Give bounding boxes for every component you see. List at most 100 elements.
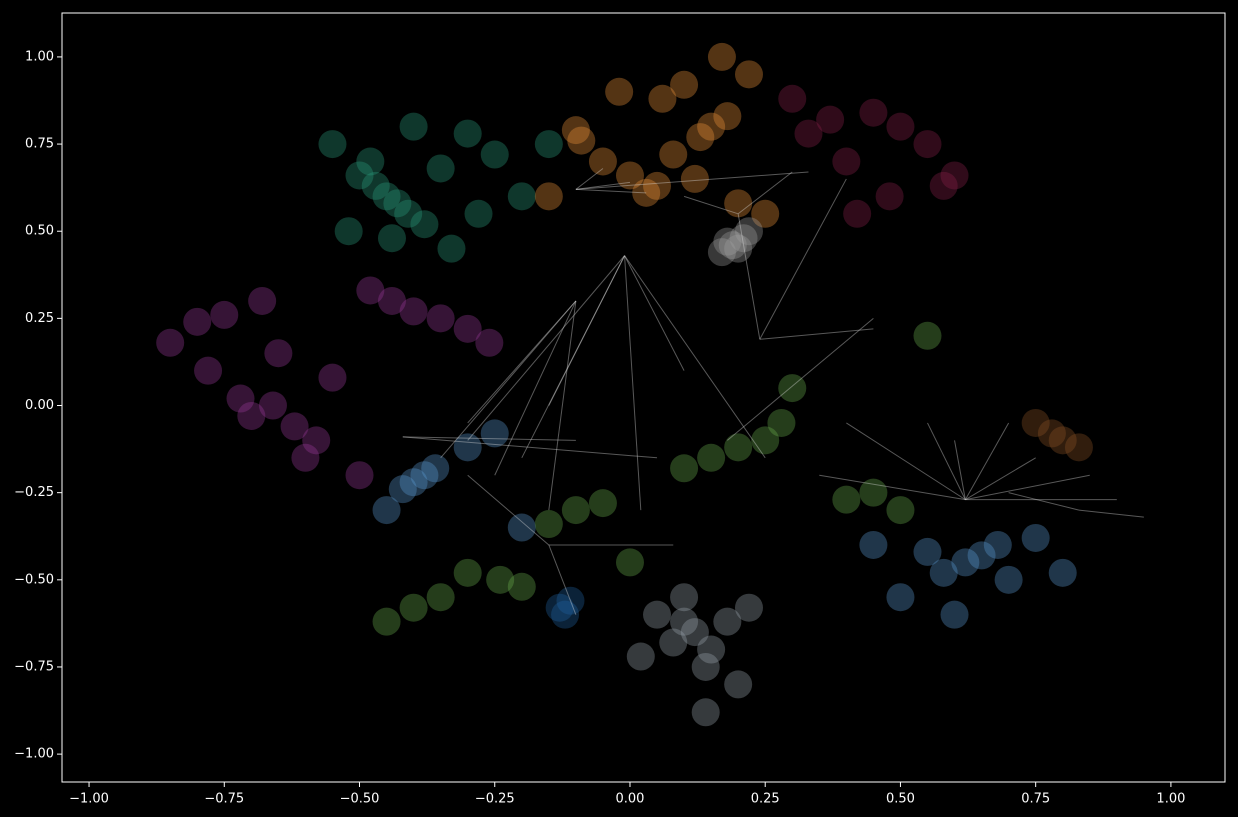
point: [480, 419, 509, 448]
point: [697, 443, 726, 472]
point: [280, 412, 309, 441]
point: [567, 126, 596, 155]
point: [486, 565, 515, 594]
y-tick-label: 0.25: [25, 311, 54, 326]
point: [377, 224, 406, 253]
point: [426, 583, 455, 612]
point: [859, 478, 888, 507]
edge: [759, 328, 874, 340]
point: [615, 161, 644, 190]
point: [561, 496, 590, 525]
edge: [575, 188, 647, 194]
point: [361, 171, 390, 200]
point: [534, 130, 563, 159]
point: [724, 433, 753, 462]
x-tick-label: −0.50: [340, 792, 380, 807]
point: [605, 77, 634, 106]
edge: [624, 255, 642, 511]
point: [994, 565, 1023, 594]
edge: [965, 474, 1090, 501]
y-tick-label: 0.75: [25, 137, 54, 152]
point: [399, 297, 428, 326]
edge: [737, 171, 793, 215]
point: [729, 224, 758, 253]
y-tick-label: −0.75: [14, 659, 54, 674]
point: [334, 217, 363, 246]
point: [383, 189, 412, 218]
point: [210, 300, 239, 329]
point: [588, 489, 617, 518]
point: [410, 461, 439, 490]
edge: [402, 436, 576, 441]
point: [648, 84, 677, 113]
point: [751, 426, 780, 455]
point: [372, 496, 401, 525]
plot-frame: [61, 12, 1226, 783]
point: [453, 314, 482, 343]
x-tick-label: −1.00: [69, 792, 109, 807]
point: [659, 628, 688, 657]
point: [697, 112, 726, 141]
point: [545, 593, 574, 622]
y-tick-label: 0.00: [25, 398, 54, 413]
point: [697, 635, 726, 664]
x-tick-label: −0.25: [475, 792, 515, 807]
point: [632, 178, 661, 207]
point: [670, 454, 699, 483]
point: [967, 541, 996, 570]
point: [724, 670, 753, 699]
point: [318, 363, 347, 392]
point: [691, 652, 720, 681]
point: [372, 182, 401, 211]
point: [464, 199, 493, 228]
point: [680, 618, 709, 647]
point: [248, 286, 277, 315]
x-tick-label: 1.00: [1156, 792, 1185, 807]
edge: [494, 300, 577, 476]
edge: [759, 178, 847, 340]
point: [832, 147, 861, 176]
point: [913, 321, 942, 350]
y-tick-label: −0.25: [14, 485, 54, 500]
edge: [467, 474, 550, 546]
point: [686, 123, 715, 152]
point: [1037, 419, 1066, 448]
point: [734, 593, 763, 622]
point: [929, 558, 958, 587]
edge: [548, 255, 626, 406]
point: [534, 510, 563, 539]
edge: [548, 544, 577, 615]
point: [453, 119, 482, 148]
edge: [575, 171, 809, 190]
x-tick-label: 0.25: [751, 792, 780, 807]
point: [556, 586, 585, 615]
point: [394, 199, 423, 228]
point: [734, 217, 763, 246]
point: [345, 461, 374, 490]
edge: [954, 440, 966, 500]
point: [886, 583, 915, 612]
edge: [624, 255, 766, 459]
point: [724, 189, 753, 218]
edge: [521, 255, 626, 459]
edge: [548, 300, 577, 511]
point: [859, 98, 888, 127]
point: [291, 443, 320, 472]
point: [691, 698, 720, 727]
point: [377, 286, 406, 315]
point: [778, 374, 807, 403]
point: [475, 328, 504, 357]
point: [734, 60, 763, 89]
point: [713, 607, 742, 636]
point: [426, 304, 455, 333]
edge: [1008, 492, 1080, 511]
point: [886, 496, 915, 525]
point: [372, 607, 401, 636]
points: [156, 42, 1093, 727]
point: [318, 130, 347, 159]
point: [421, 454, 450, 483]
point: [832, 485, 861, 514]
point: [1048, 558, 1077, 587]
edge: [624, 255, 685, 371]
